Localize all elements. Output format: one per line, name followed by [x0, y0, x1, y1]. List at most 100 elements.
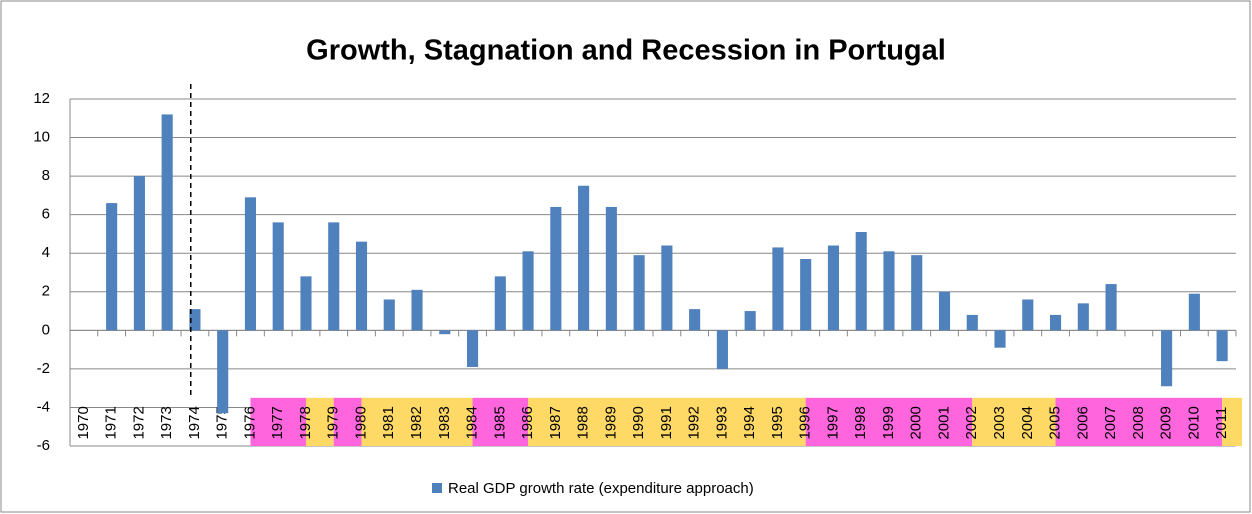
- x-tick-label: 1978: [297, 406, 314, 439]
- y-tick-label: 0: [42, 321, 50, 338]
- bar: [411, 289, 423, 331]
- bar: [800, 259, 812, 331]
- x-tick-label: 2007: [1102, 406, 1119, 439]
- x-tick-label: 2010: [1185, 406, 1202, 439]
- x-tick-label: 2002: [963, 406, 980, 439]
- bar: [855, 232, 867, 331]
- x-tick-label: 2001: [935, 406, 952, 439]
- x-tick-label: 1985: [491, 406, 508, 439]
- bar: [328, 222, 340, 331]
- bar: [1161, 330, 1173, 387]
- legend-label: Real GDP growth rate (expenditure approa…: [448, 480, 754, 497]
- x-tick-label: 1981: [380, 406, 397, 439]
- bar: [1216, 330, 1228, 362]
- bar: [494, 276, 506, 331]
- period-band: [305, 397, 334, 446]
- bar: [994, 330, 1006, 348]
- bar: [217, 330, 229, 414]
- bar: [605, 206, 617, 331]
- bar: [189, 309, 201, 331]
- x-tick-label: 1993: [713, 406, 730, 439]
- x-tick-label: 1991: [658, 406, 675, 439]
- y-tick-label: 4: [42, 244, 50, 261]
- bar: [522, 251, 534, 331]
- bar: [106, 203, 118, 331]
- bar: [633, 255, 645, 331]
- period-band: [805, 397, 973, 446]
- x-tick-label: 1995: [769, 406, 786, 439]
- bar: [355, 241, 368, 331]
- x-tick-label: 2006: [1074, 406, 1091, 439]
- x-tick-label: 2000: [908, 406, 925, 439]
- bar: [439, 330, 451, 335]
- x-tick-label: 1979: [325, 406, 342, 439]
- bar: [300, 276, 312, 331]
- x-tick-label: 1971: [103, 406, 120, 439]
- chart-title: Growth, Stagnation and Recession in Port…: [306, 35, 946, 67]
- bar: [466, 330, 479, 367]
- bar: [1077, 303, 1089, 331]
- bar: [578, 185, 590, 331]
- period-band: [333, 397, 362, 446]
- x-tick-label: 1989: [602, 406, 619, 439]
- x-tick-label: 1992: [686, 406, 703, 439]
- period-band: [528, 397, 806, 446]
- x-tick-label: 1983: [436, 406, 453, 439]
- period-band: [1222, 397, 1242, 446]
- x-tick-label: 1999: [880, 406, 897, 439]
- period-band: [250, 397, 306, 446]
- y-tick-label: 2: [42, 283, 50, 300]
- period-band: [472, 397, 529, 446]
- x-tick-label: 1972: [130, 406, 147, 439]
- x-tick-label: 1996: [797, 406, 814, 439]
- x-tick-label: 1988: [575, 406, 592, 439]
- bar: [661, 245, 673, 331]
- x-tick-label: 1974: [186, 406, 203, 439]
- x-tick-label: 1970: [75, 406, 92, 439]
- x-tick-label: 2003: [991, 406, 1008, 439]
- bar: [744, 311, 756, 331]
- bar: [716, 330, 728, 369]
- x-tick-label: 1994: [741, 406, 758, 439]
- bar: [133, 176, 145, 331]
- bar: [383, 299, 395, 331]
- bar: [1188, 293, 1200, 331]
- y-tick-label: -2: [37, 360, 50, 377]
- legend-swatch: [432, 483, 442, 493]
- period-band: [972, 397, 1056, 446]
- x-tick-label: 1990: [630, 406, 647, 439]
- bar: [244, 197, 257, 331]
- bar: [827, 245, 840, 331]
- x-tick-label: 1976: [241, 406, 258, 439]
- bar: [883, 251, 895, 331]
- x-tick-label: 1977: [269, 406, 286, 439]
- x-tick-label: 1982: [408, 406, 425, 439]
- x-tick-label: 1997: [824, 406, 841, 439]
- x-tick-label: 2009: [1158, 406, 1175, 439]
- y-tick-label: 8: [42, 167, 50, 184]
- bar: [966, 314, 978, 331]
- x-tick-label: 1973: [158, 406, 175, 439]
- y-tick-label: 10: [33, 129, 50, 146]
- y-tick-label: 12: [33, 90, 50, 107]
- bar: [1022, 299, 1034, 331]
- x-tick-label: 2011: [1213, 407, 1230, 439]
- x-tick-label: 2004: [1019, 406, 1036, 439]
- period-band: [1055, 397, 1223, 446]
- x-tick-label: 1987: [547, 406, 564, 439]
- bar: [772, 247, 784, 331]
- y-tick-label: -6: [37, 437, 50, 454]
- bar: [550, 206, 562, 331]
- bar: [161, 114, 173, 331]
- x-tick-label: 2008: [1130, 406, 1147, 439]
- x-tick-label: 1975: [214, 406, 231, 439]
- x-tick-label: 1980: [352, 406, 369, 439]
- bar: [689, 309, 701, 331]
- x-tick-label: 1986: [519, 406, 536, 439]
- bar: [1049, 314, 1062, 331]
- x-tick-label: 1984: [464, 406, 481, 439]
- x-tick-label: 1998: [852, 406, 869, 439]
- bar: [938, 291, 951, 331]
- x-tick-label: 2005: [1047, 406, 1064, 439]
